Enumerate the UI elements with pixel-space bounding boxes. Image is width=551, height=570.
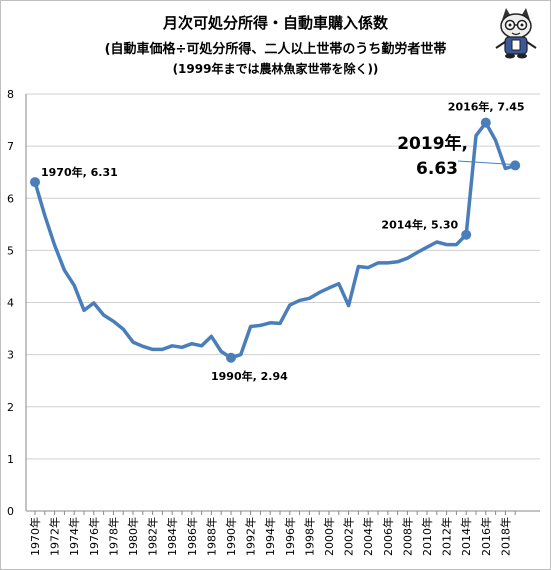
y-tick-label: 7	[7, 140, 14, 153]
y-tick-label: 3	[7, 349, 14, 362]
x-tick-label: 1984年	[165, 517, 179, 556]
data-label-2014: 2014年, 5.30	[381, 218, 458, 232]
x-tick-label: 1974年	[67, 517, 81, 556]
highlight-point-2019	[510, 160, 521, 171]
x-tick-label: 2004年	[361, 517, 375, 556]
x-tick-label: 1998年	[302, 517, 316, 556]
y-tick-label: 1	[7, 453, 14, 466]
highlight-points	[30, 117, 521, 363]
y-tick-label: 4	[7, 297, 14, 310]
x-tick-label: 1978年	[106, 517, 120, 556]
highlight-point-1990	[226, 352, 236, 363]
x-tick-label: 1986年	[185, 517, 199, 556]
gridlines	[26, 93, 540, 512]
x-tick-label: 2002年	[342, 517, 356, 556]
x-tick-label: 1994年	[263, 517, 277, 556]
x-tick-label: 1992年	[244, 517, 258, 556]
y-tick-labels: 0 1 2 3 4 5 6 7 8	[7, 88, 14, 518]
x-tick-label: 2012年	[440, 517, 454, 556]
axes	[25, 94, 540, 515]
data-label-1970: 1970年, 6.31	[41, 165, 118, 179]
x-tick-label: 1990年	[224, 517, 238, 556]
y-tick-label: 8	[7, 88, 14, 101]
series-line-path	[33, 120, 516, 360]
data-label-2016: 2016年, 7.45	[448, 100, 525, 114]
x-tick-label: 1976年	[87, 517, 101, 556]
callout-leader-line	[457, 160, 512, 165]
x-tick-label: 2008年	[400, 517, 414, 556]
x-tick-label: 1972年	[48, 517, 62, 556]
callout-label-line1: 2019年,	[397, 133, 468, 154]
x-tick-labels: 1970年 1972年 1974年 1976年 1978年 1980年 1982年 1984年…	[28, 517, 512, 556]
x-tick-label: 2018年	[498, 517, 512, 556]
x-tick-label: 2014年	[459, 517, 473, 556]
chart-subtitle-line1: (自動車価格÷可処分所得、二人以上世帯のうち勤労者世帯	[104, 42, 447, 57]
highlight-point-2014	[461, 229, 472, 240]
chart-subtitle-line2: (1999年までは農林魚家世帯を除く))	[172, 62, 379, 76]
y-tick-label: 5	[7, 244, 14, 257]
x-tick-label: 1988年	[204, 517, 218, 556]
highlight-point-2016	[480, 117, 491, 128]
series-line	[33, 120, 516, 360]
bespectacled-cat-mascot-icon	[495, 8, 537, 59]
x-tick-label: 2010年	[420, 517, 434, 556]
x-tick-label: 2006年	[381, 517, 395, 556]
y-tick-label: 2	[7, 401, 14, 414]
x-tick-label: 2000年	[322, 517, 336, 556]
callout-label-line2: 6.63	[416, 159, 458, 179]
x-tick-label: 1982年	[146, 517, 160, 556]
x-tick-label: 2016年	[479, 517, 493, 556]
x-tick-label: 1980年	[126, 517, 140, 556]
highlight-point-1970	[30, 177, 40, 188]
chart-title: 月次可処分所得・自動車購入係数	[162, 14, 388, 32]
y-tick-label: 6	[7, 192, 14, 205]
x-tick-label: 1996年	[283, 517, 297, 556]
x-tick-label: 1970年	[28, 517, 42, 556]
data-label-1990: 1990年, 2.94	[211, 369, 288, 383]
data-labels: 1970年, 6.31 1990年, 2.94 2014年, 5.30 2016年, …	[41, 100, 525, 383]
y-tick-label: 0	[7, 505, 14, 518]
